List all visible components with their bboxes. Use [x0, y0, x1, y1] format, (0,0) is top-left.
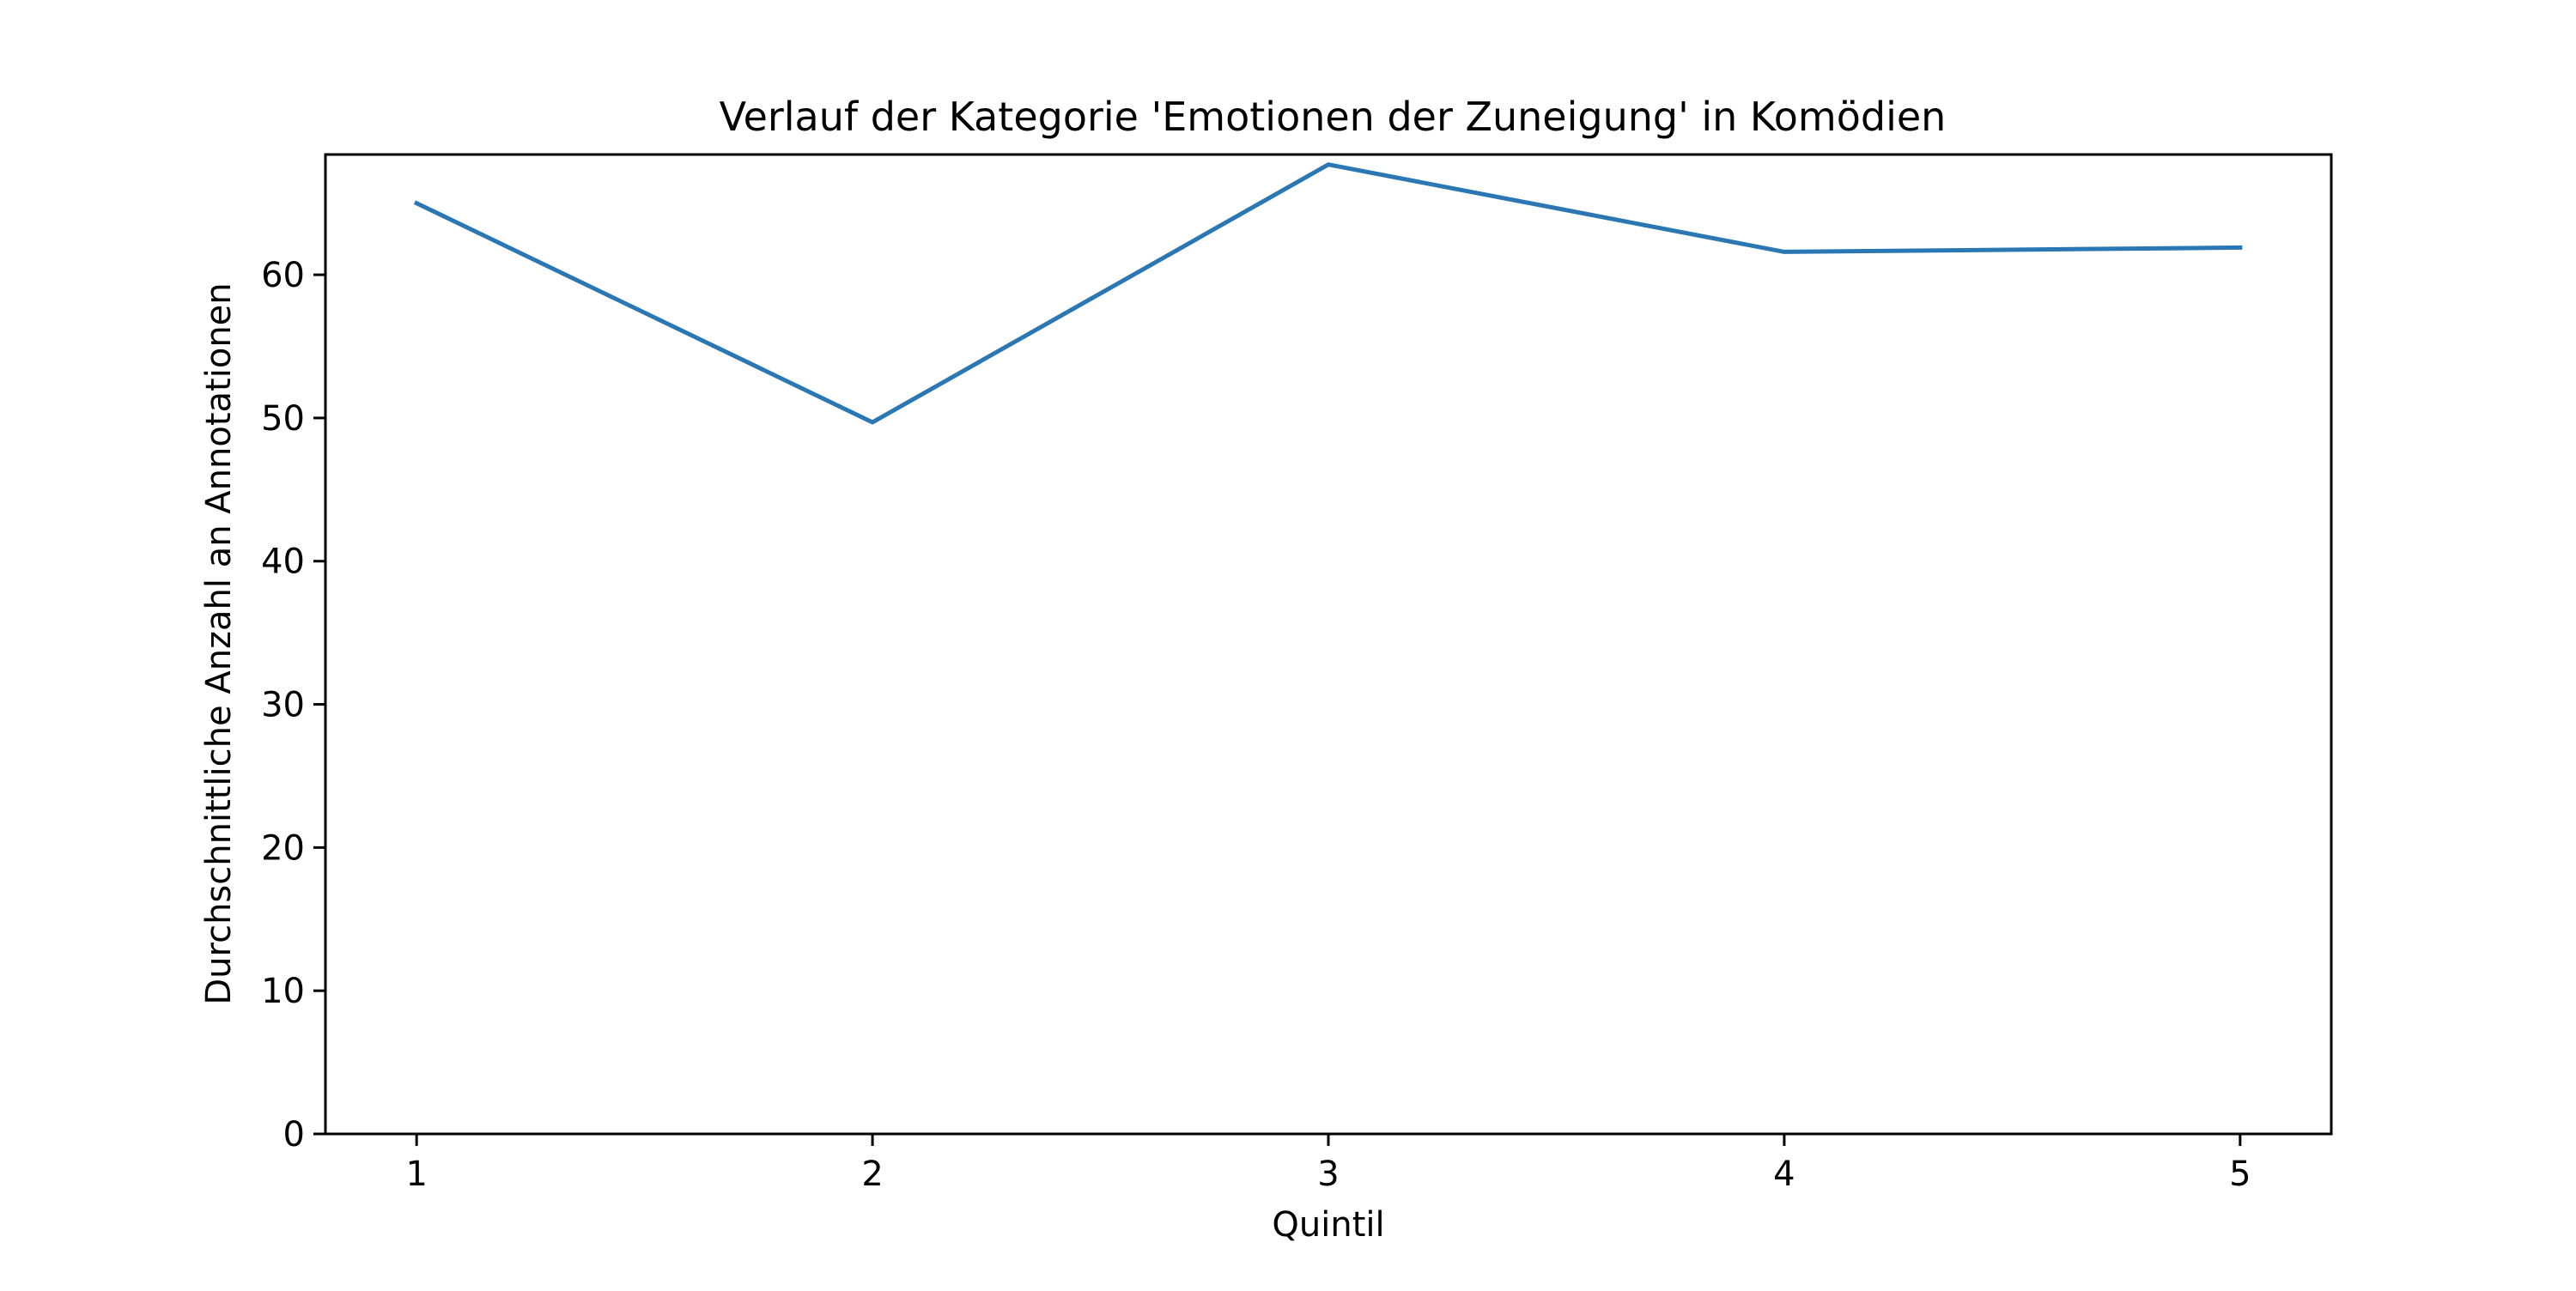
y-tick-label: 40 — [261, 542, 305, 582]
x-tick-label: 5 — [2229, 1155, 2251, 1194]
y-axis-ticks: 0 10 20 30 40 50 60 — [261, 256, 325, 1155]
y-tick-label: 50 — [261, 399, 305, 439]
chart-title: Verlauf der Kategorie 'Emotionen der Zun… — [720, 94, 1947, 140]
y-tick-label: 20 — [261, 828, 305, 868]
x-axis-ticks: 1 2 3 4 5 — [405, 1134, 2251, 1194]
plot-area-frame — [324, 153, 2333, 1136]
y-tick-label: 30 — [261, 686, 305, 725]
x-tick-label: 1 — [405, 1155, 427, 1194]
y-tick-label: 10 — [261, 972, 305, 1011]
y-axis-label: Durchschnittliche Anzahl an Annotationen — [199, 282, 239, 1004]
series-line-0 — [413, 162, 2243, 425]
y-tick-label: 60 — [261, 256, 305, 295]
x-axis-label: Quintil — [1272, 1205, 1384, 1245]
series-layer — [413, 162, 2243, 425]
x-tick-label: 2 — [861, 1155, 883, 1194]
y-tick-label: 0 — [283, 1115, 305, 1155]
x-tick-label: 3 — [1317, 1155, 1339, 1194]
x-tick-label: 4 — [1773, 1155, 1795, 1194]
